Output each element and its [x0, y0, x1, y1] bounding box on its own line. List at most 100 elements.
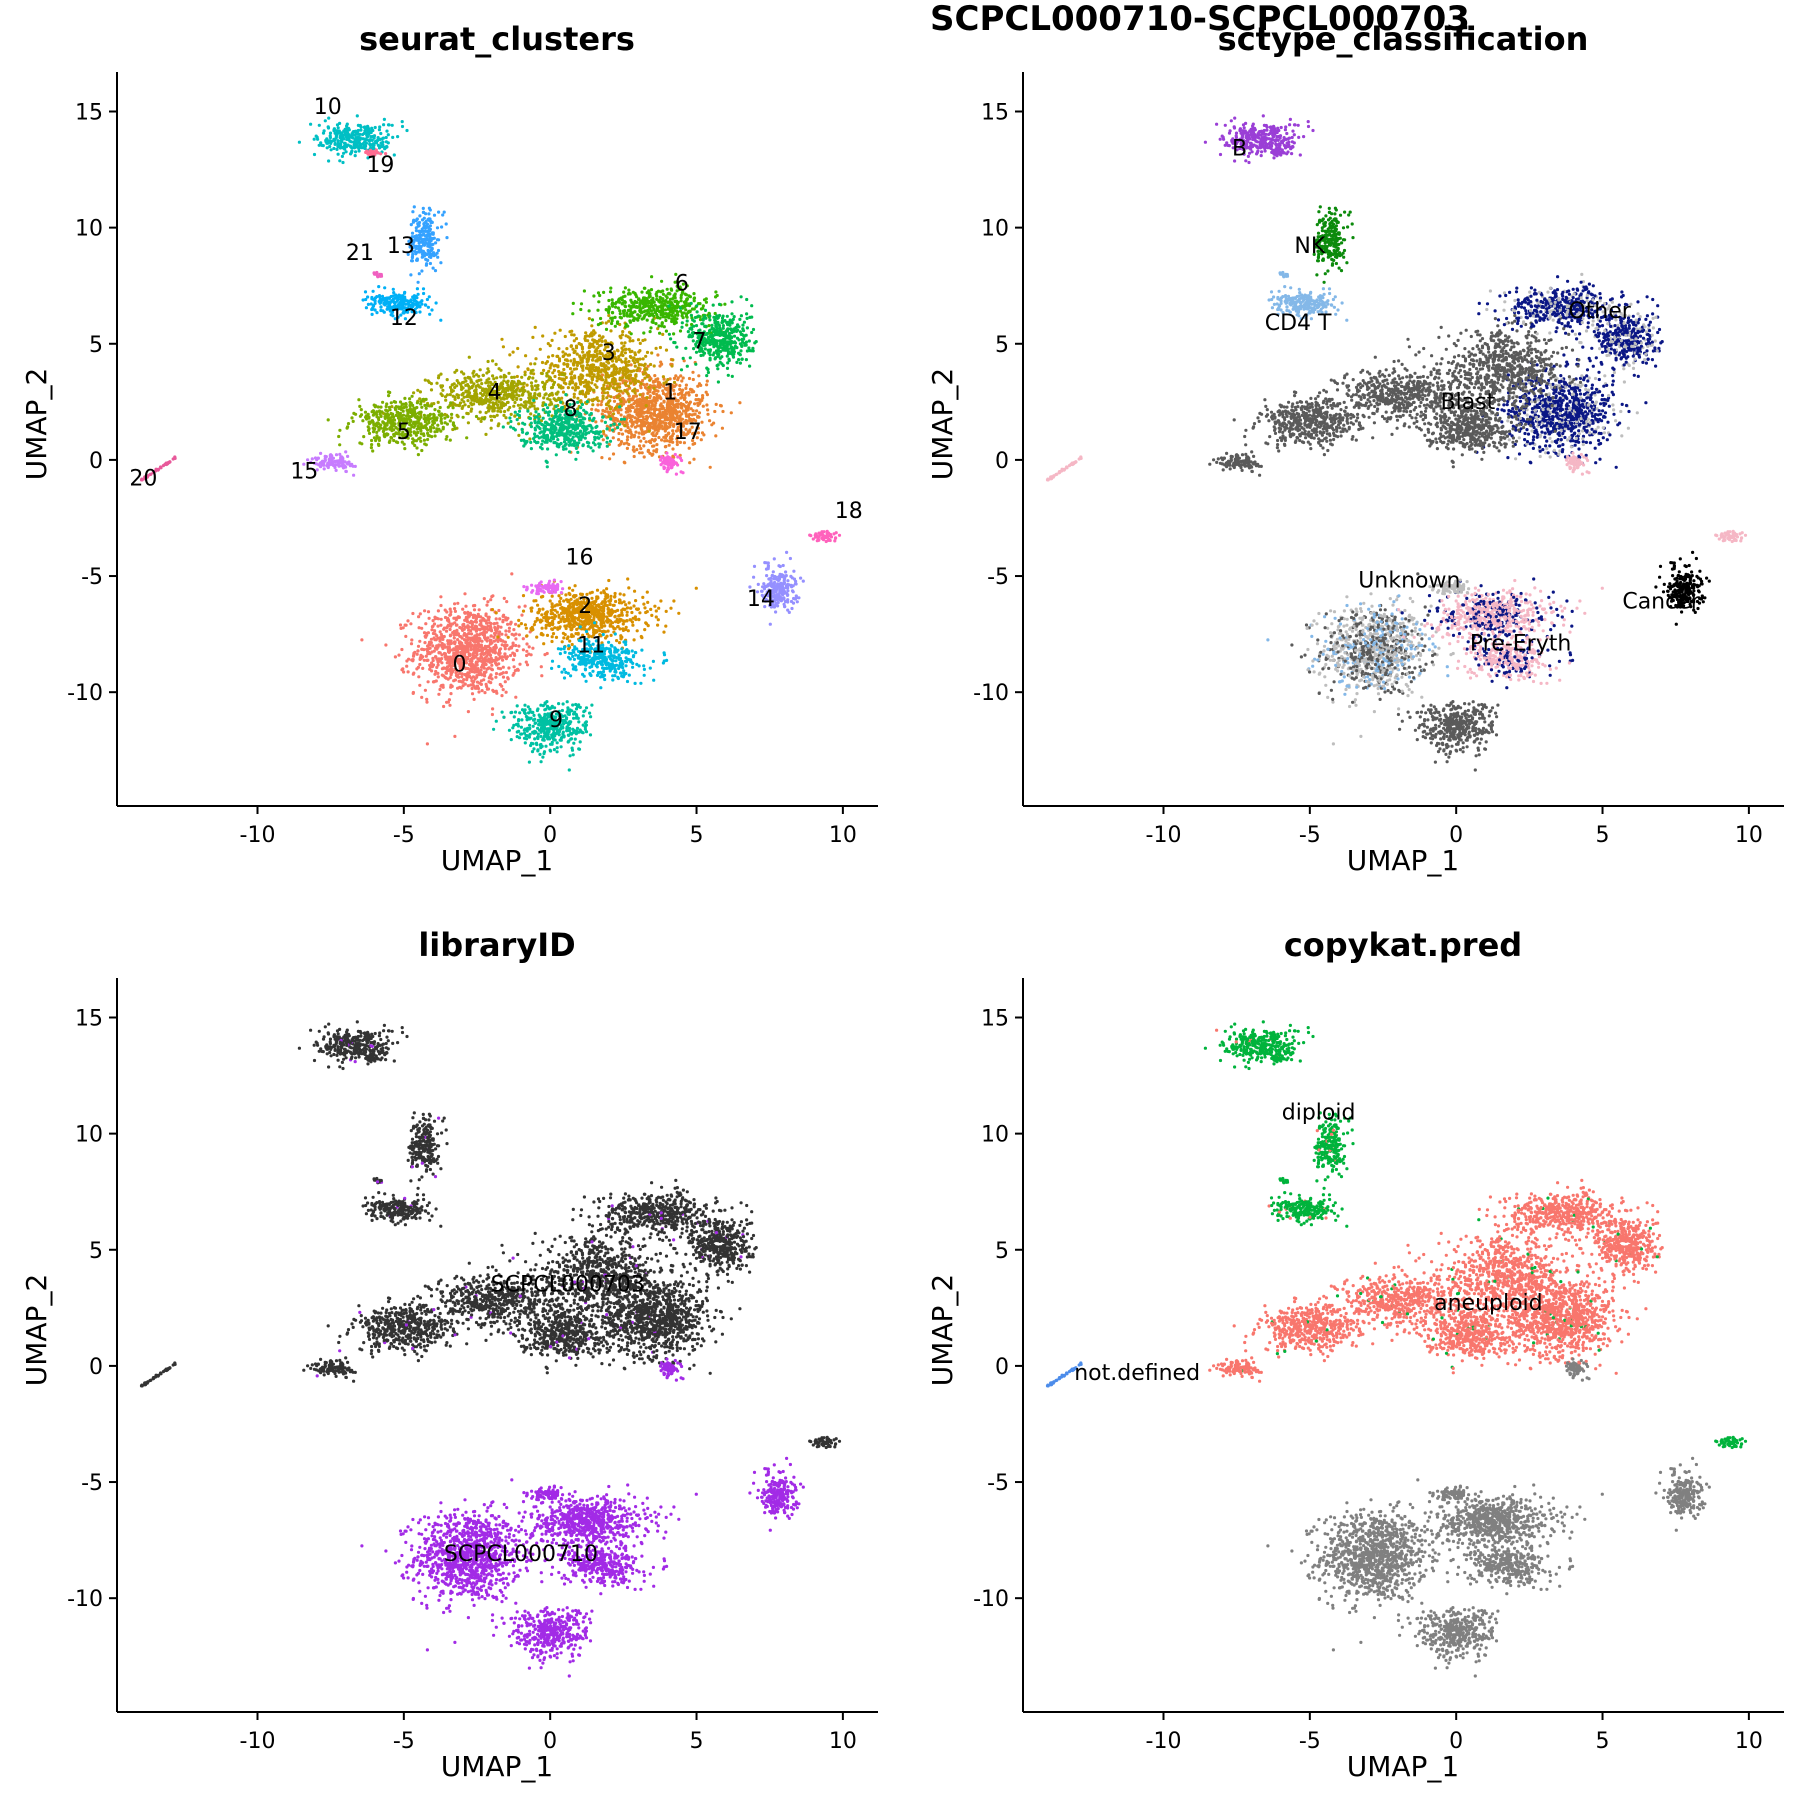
scatter-point	[665, 425, 668, 428]
scatter-point	[647, 449, 650, 452]
scatter-point	[545, 619, 548, 622]
scatter-point	[517, 619, 520, 622]
scatter-point	[424, 635, 427, 638]
scatter-point	[706, 380, 709, 383]
scatter-point	[465, 412, 468, 415]
scatter-point	[425, 655, 428, 658]
scatter-point	[467, 632, 470, 635]
scatter-point	[468, 395, 471, 398]
scatter-point	[500, 685, 503, 688]
scatter-point	[410, 642, 413, 645]
scatter-point	[607, 320, 610, 323]
scatter-point	[584, 379, 587, 382]
scatter-point	[542, 642, 545, 645]
scatter-point	[625, 441, 628, 444]
scatter-point	[495, 376, 498, 379]
scatter-point	[484, 647, 487, 650]
scatter-point	[502, 387, 505, 390]
scatter-point	[491, 359, 494, 362]
scatter-point	[549, 393, 552, 396]
scatter-point	[517, 422, 520, 425]
scatter-point	[412, 692, 415, 695]
scatter-point	[578, 378, 581, 381]
scatter-point	[696, 385, 699, 388]
scatter-point	[659, 599, 662, 602]
scatter-point	[517, 365, 520, 368]
scatter-point	[493, 640, 496, 643]
scatter-point	[650, 408, 653, 411]
scatter-point	[721, 427, 724, 430]
scatter-point	[575, 622, 578, 625]
scatter-point	[489, 635, 492, 638]
scatter-point	[602, 601, 605, 604]
scatter-point	[467, 684, 470, 687]
scatter-point	[656, 624, 659, 627]
scatter-point	[497, 667, 500, 670]
scatter-point	[630, 436, 633, 439]
scatter-point	[455, 404, 458, 407]
scatter-point	[618, 386, 621, 389]
scatter-point	[503, 410, 506, 413]
scatter-point	[549, 366, 552, 369]
scatter-point	[418, 684, 421, 687]
scatter-point	[603, 410, 606, 413]
scatter-point	[534, 380, 537, 383]
scatter-point	[500, 406, 503, 409]
scatter-point	[671, 447, 674, 450]
scatter-point	[562, 368, 565, 371]
scatter-point	[617, 625, 620, 628]
scatter-point	[685, 384, 688, 387]
scatter-point	[494, 644, 497, 647]
scatter-point	[535, 636, 538, 639]
scatter-point	[435, 644, 438, 647]
scatter-point	[594, 420, 597, 423]
scatter-point	[632, 356, 635, 359]
scatter-point	[634, 375, 637, 378]
scatter-point	[483, 691, 486, 694]
scatter-point	[550, 609, 553, 612]
scatter-point	[448, 614, 451, 617]
scatter-point	[424, 622, 427, 625]
scatter-point	[593, 602, 596, 605]
scatter-point	[570, 615, 573, 618]
scatter-point	[565, 624, 568, 627]
scatter-point	[467, 710, 470, 713]
scatter-point	[688, 377, 691, 380]
scatter-point	[466, 646, 469, 649]
scatter-point	[495, 363, 498, 366]
scatter-point	[412, 391, 415, 394]
scatter-point	[485, 411, 488, 414]
scatter-point	[467, 613, 470, 616]
scatter-point	[655, 443, 658, 446]
scatter-point	[643, 628, 646, 631]
scatter-point	[660, 414, 663, 417]
scatter-point	[409, 622, 412, 625]
scatter-point	[438, 651, 441, 654]
scatter-point	[502, 396, 505, 399]
scatter-point	[621, 354, 624, 357]
scatter-point	[540, 665, 543, 668]
scatter-point	[546, 360, 549, 363]
scatter-point	[531, 388, 534, 391]
scatter-point	[461, 623, 464, 626]
scatter-point	[506, 394, 509, 397]
scatter-point	[645, 396, 648, 399]
scatter-point	[418, 626, 421, 629]
scatter-point	[565, 376, 568, 379]
scatter-point	[688, 447, 691, 450]
scatter-point	[633, 388, 636, 391]
scatter-point	[614, 600, 617, 603]
scatter-point	[453, 386, 456, 389]
scatter-point	[616, 419, 619, 422]
scatter-point	[507, 389, 510, 392]
scatter-point	[431, 625, 434, 628]
scatter-point	[531, 376, 534, 379]
scatter-point	[590, 324, 593, 327]
scatter-point	[438, 660, 441, 663]
scatter-point	[608, 603, 611, 606]
scatter-point	[659, 397, 662, 400]
scatter-point	[652, 392, 655, 395]
scatter-point	[634, 391, 637, 394]
scatter-point	[634, 599, 637, 602]
scatter-point	[581, 369, 584, 372]
